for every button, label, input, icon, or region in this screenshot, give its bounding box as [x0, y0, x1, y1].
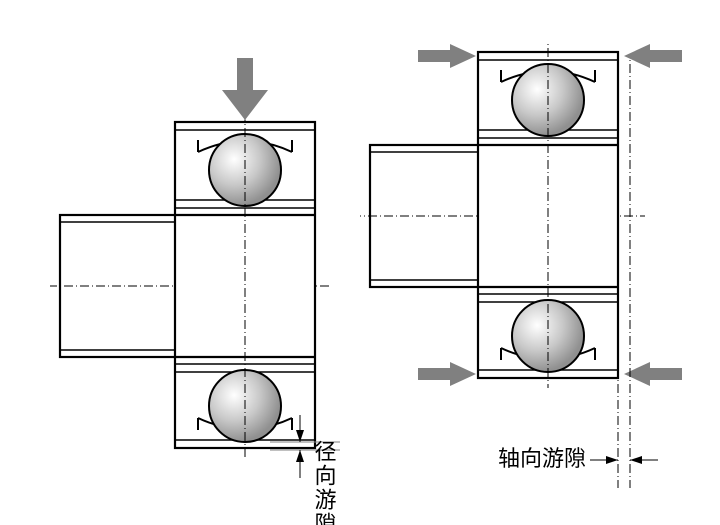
- centerline-v-right: [548, 42, 549, 388]
- bearing-clearance-diagram: 径向游隙: [0, 0, 720, 525]
- axial-label: 轴向游隙: [498, 446, 586, 471]
- centerline-v-left: [245, 112, 246, 458]
- axial-ext-2: [630, 60, 631, 488]
- axial-ext-1: [618, 378, 619, 488]
- radial-label: 径向游隙: [312, 440, 337, 525]
